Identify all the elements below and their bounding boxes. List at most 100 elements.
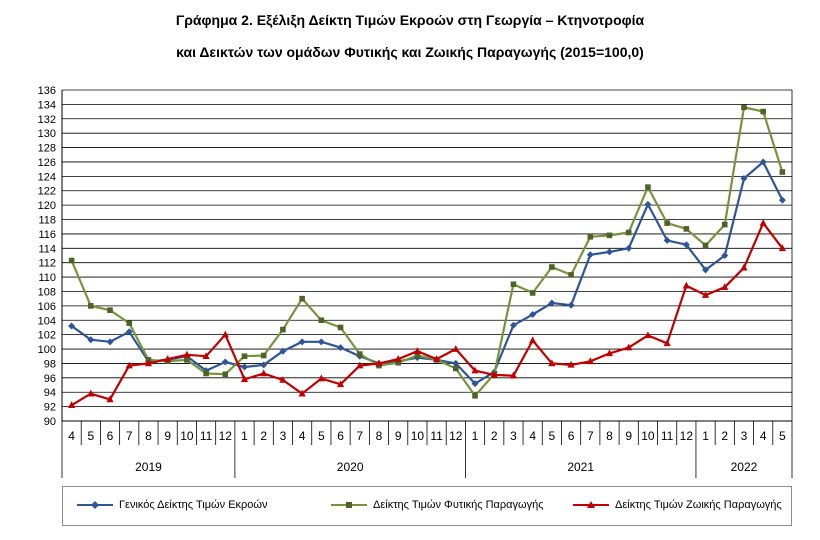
x-tick-label: 3: [280, 429, 287, 443]
data-point: [509, 371, 518, 379]
data-point: [702, 266, 710, 274]
x-tick-label: 11: [661, 429, 674, 443]
y-tick-label: 120: [38, 200, 56, 212]
data-point: [203, 370, 209, 377]
data-point: [299, 295, 305, 302]
legend-line-triangle-icon: [573, 501, 609, 508]
y-tick-label: 106: [38, 301, 56, 313]
year-label: 2022: [731, 460, 758, 474]
data-point: [509, 321, 517, 329]
chart-legend: Γενικός Δείκτης Τιμών Εκροών Δείκτης Τιμ…: [62, 486, 792, 526]
x-tick-label: 10: [180, 429, 194, 443]
legend-line-square-icon: [331, 502, 367, 508]
x-tick-label: 12: [219, 429, 233, 443]
data-point: [664, 220, 670, 226]
y-tick-label: 128: [38, 143, 56, 155]
x-tick-label: 12: [680, 429, 694, 443]
x-tick-label: 2: [721, 429, 728, 443]
y-tick-label: 114: [38, 243, 56, 255]
legend-label-livestock: Δείκτης Τιμών Ζωικής Παραγωγής: [615, 499, 782, 511]
y-tick-label: 136: [38, 85, 56, 97]
data-point: [605, 349, 614, 357]
data-point: [317, 338, 325, 346]
y-tick-label: 132: [38, 114, 56, 126]
data-point: [241, 353, 248, 360]
y-tick-label: 126: [38, 157, 56, 169]
data-point: [472, 393, 478, 399]
data-point: [279, 347, 287, 355]
x-tick-label: 12: [449, 429, 463, 443]
data-point: [701, 291, 710, 298]
data-point: [529, 336, 537, 344]
data-point: [471, 366, 479, 374]
data-point: [606, 248, 613, 256]
data-point: [760, 108, 766, 115]
data-point: [721, 252, 729, 259]
x-tick-label: 11: [200, 429, 213, 443]
data-point: [721, 221, 728, 228]
data-point: [221, 358, 229, 366]
data-point: [529, 290, 536, 296]
y-tick-label: 108: [38, 286, 56, 298]
y-tick-label: 104: [38, 315, 56, 327]
data-point: [202, 352, 210, 360]
x-tick-label: 8: [376, 429, 383, 443]
data-point: [567, 301, 575, 309]
data-point: [87, 336, 95, 344]
data-point: [683, 226, 690, 232]
data-point: [759, 219, 767, 226]
series-line-2: [70, 106, 784, 397]
legend-line-diamond-icon: [77, 501, 113, 509]
data-point: [625, 343, 633, 351]
data-point: [280, 326, 286, 333]
data-point: [510, 281, 517, 288]
x-tick-label: 10: [641, 429, 655, 443]
data-point: [452, 359, 460, 367]
x-tick-label: 4: [68, 429, 75, 443]
y-tick-label: 112: [38, 258, 56, 270]
x-tick-label: 4: [299, 429, 306, 443]
x-tick-label: 4: [529, 429, 536, 443]
data-point: [88, 303, 94, 309]
legend-item-livestock: Δείκτης Τιμών Ζωικής Παραγωγής: [573, 499, 782, 511]
year-label: 2021: [567, 460, 594, 474]
x-tick-label: 5: [318, 429, 325, 443]
y-tick-label: 94: [44, 387, 56, 399]
data-point: [279, 375, 287, 383]
data-point: [337, 344, 345, 352]
data-point: [241, 363, 248, 371]
data-point: [356, 351, 363, 357]
data-point: [414, 352, 421, 359]
data-point: [644, 331, 652, 339]
chart-title-line2: και Δεικτών των ομάδων Φυτικής και Ζωική…: [176, 44, 644, 60]
data-point: [663, 339, 671, 347]
x-tick-label: 1: [702, 429, 709, 443]
data-point: [644, 200, 652, 208]
legend-label-general: Γενικός Δείκτης Τιμών Εκροών: [119, 499, 268, 511]
data-point: [721, 283, 729, 290]
data-point: [586, 251, 594, 259]
data-point: [395, 359, 401, 366]
x-tick-label: 11: [430, 429, 443, 443]
x-tick-label: 6: [337, 429, 344, 443]
x-tick-label: 2: [260, 429, 267, 443]
data-point: [240, 375, 249, 383]
data-point: [606, 232, 613, 239]
x-tick-label: 9: [164, 429, 171, 443]
data-point: [702, 242, 709, 249]
data-point: [68, 322, 76, 330]
y-tick-label: 102: [38, 330, 56, 342]
data-point: [260, 352, 267, 359]
year-label: 2020: [337, 460, 364, 474]
y-tick-label: 116: [38, 229, 56, 241]
data-point: [337, 324, 344, 331]
data-point: [779, 169, 786, 175]
data-point: [144, 359, 153, 367]
x-tick-label: 7: [356, 429, 363, 443]
x-tick-label: 10: [411, 429, 425, 443]
data-point: [567, 360, 575, 368]
data-point: [490, 370, 498, 378]
x-tick-label: 9: [625, 429, 632, 443]
data-point: [778, 244, 786, 252]
data-point: [106, 395, 114, 403]
